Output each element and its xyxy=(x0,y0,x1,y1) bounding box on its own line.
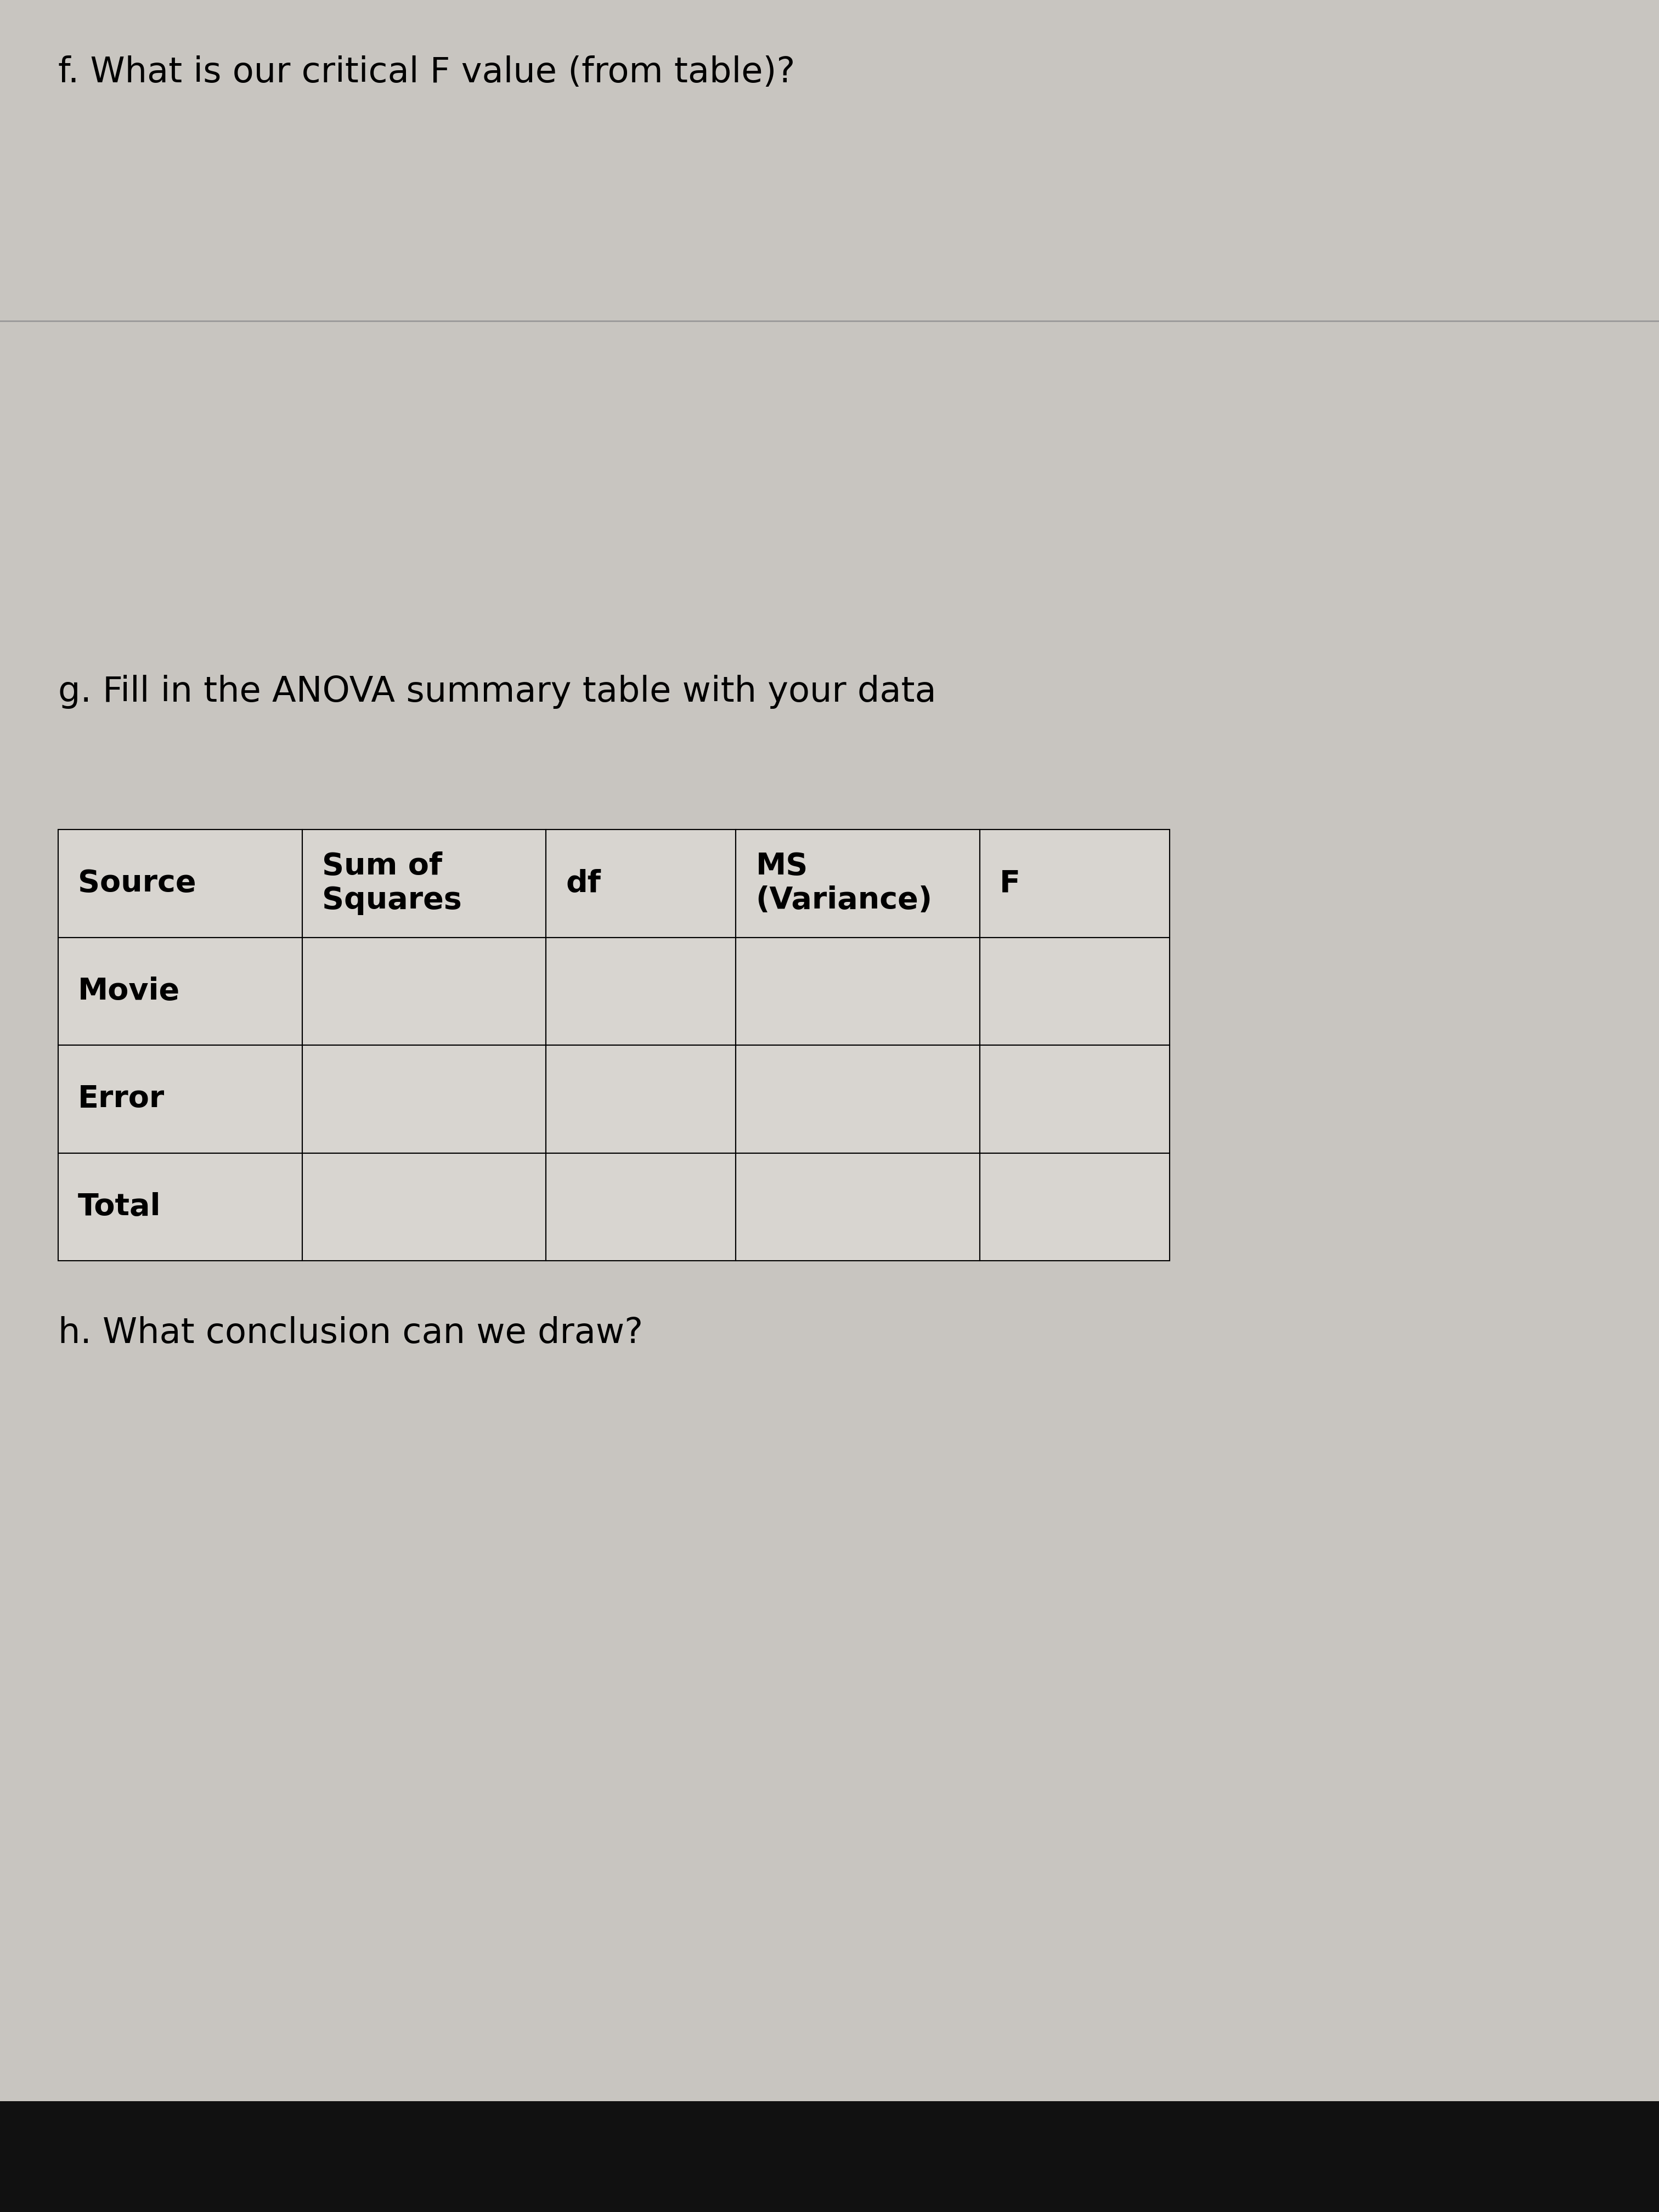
Bar xyxy=(980,1046,1170,1152)
Bar xyxy=(302,1046,546,1152)
Bar xyxy=(737,1152,980,1261)
Text: Sum of
Squares: Sum of Squares xyxy=(322,852,461,916)
Bar xyxy=(546,830,737,938)
Bar xyxy=(58,938,302,1046)
Bar xyxy=(546,1046,737,1152)
Bar xyxy=(58,830,302,938)
Bar xyxy=(980,830,1170,938)
Bar xyxy=(737,938,980,1046)
Bar xyxy=(546,1152,737,1261)
Bar xyxy=(302,938,546,1046)
Bar xyxy=(0,2101,1659,2212)
Text: Source: Source xyxy=(78,869,196,898)
Bar xyxy=(302,830,546,938)
Text: Movie: Movie xyxy=(78,975,181,1006)
Text: F: F xyxy=(1000,869,1020,898)
Bar xyxy=(302,1152,546,1261)
Bar xyxy=(980,1152,1170,1261)
Bar xyxy=(58,1152,302,1261)
Bar xyxy=(58,1046,302,1152)
Text: g. Fill in the ANOVA summary table with your data: g. Fill in the ANOVA summary table with … xyxy=(58,675,936,708)
Text: MS
(Variance): MS (Variance) xyxy=(757,852,932,916)
Text: h. What conclusion can we draw?: h. What conclusion can we draw? xyxy=(58,1316,644,1349)
Bar xyxy=(546,938,737,1046)
Text: df: df xyxy=(566,869,601,898)
Text: f. What is our critical F value (from table)?: f. What is our critical F value (from ta… xyxy=(58,55,795,88)
Text: Error: Error xyxy=(78,1084,164,1115)
Text: Total: Total xyxy=(78,1192,161,1221)
Bar xyxy=(980,938,1170,1046)
Bar xyxy=(737,1046,980,1152)
Bar xyxy=(737,830,980,938)
